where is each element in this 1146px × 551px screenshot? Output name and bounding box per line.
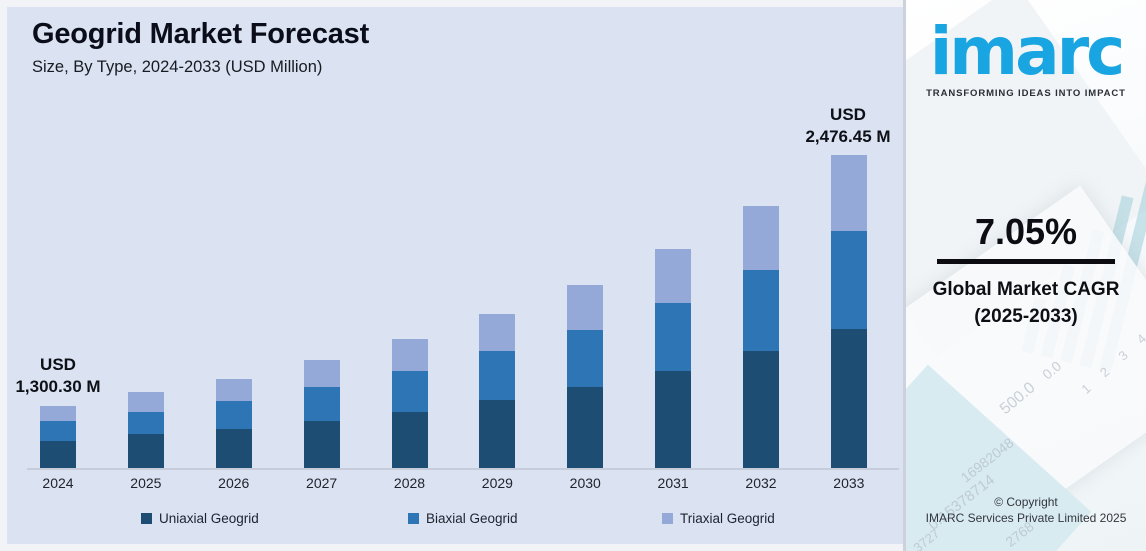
bar-column-2026 — [215, 379, 252, 469]
bar-segment — [40, 421, 76, 441]
bar-segment — [303, 387, 340, 421]
bar-segment — [479, 400, 516, 469]
bar-column-2027 — [303, 360, 340, 469]
bar-segment — [567, 285, 604, 330]
legend-swatch-icon — [662, 513, 673, 524]
cagr-label-line2: (2025-2033) — [974, 306, 1078, 327]
imarc-logo: imarc TRANSFORMING IDEAS INTO IMPACT — [906, 13, 1146, 100]
data-label-2033-value: 2,476.45 M — [805, 127, 891, 146]
bar-segment — [127, 412, 164, 434]
year-label-2029: 2029 — [481, 475, 513, 491]
bar-segment — [303, 360, 340, 387]
bar-segment — [127, 392, 164, 412]
imarc-logo-tagline: TRANSFORMING IDEAS INTO IMPACT — [926, 88, 1126, 99]
watermark-text: 0.0 — [1039, 357, 1065, 383]
cagr-value: 7.05% — [974, 211, 1078, 252]
year-label-2030: 2030 — [569, 475, 601, 491]
bar-column-2031 — [655, 249, 692, 469]
bar-segment — [830, 231, 867, 329]
bar-segment — [567, 387, 604, 469]
bar-segment — [830, 155, 867, 231]
bar-segment — [391, 339, 428, 371]
copyright-block: © Copyright IMARC Services Private Limit… — [906, 494, 1146, 526]
page-subtitle: Size, By Type, 2024-2033 (USD Million) — [32, 58, 323, 76]
year-label-2032: 2032 — [745, 475, 777, 491]
bar-column-2024 — [40, 406, 76, 469]
watermark-text: 500.0 — [996, 379, 1039, 418]
data-label-2024-value: 1,300.30 M — [15, 377, 101, 396]
bar-segment — [479, 314, 516, 351]
legend-item: Uniaxial Geogrid — [141, 511, 259, 526]
year-label-2031: 2031 — [657, 475, 689, 491]
bar-segment — [743, 351, 779, 469]
bar-segment — [391, 371, 428, 412]
data-label-2033-currency: USD — [830, 105, 866, 124]
x-axis-line — [27, 468, 899, 470]
bar-segment — [479, 351, 516, 400]
bar-segment — [655, 303, 692, 371]
brand-panel: 500.0 0.0 1 2 3 4 16982048 0.15378714 2768 372… — [903, 0, 1146, 551]
bar-segment — [655, 371, 692, 469]
year-label-2033: 2033 — [833, 475, 865, 491]
cagr-underline — [937, 259, 1115, 264]
data-label-2033: USD 2,476.45 M — [805, 104, 890, 148]
legend-swatch-icon — [141, 513, 152, 524]
bar-segment — [215, 429, 252, 469]
bar-segment — [567, 330, 604, 387]
bar-segment — [215, 401, 252, 429]
bar-column-2025 — [127, 392, 164, 469]
year-label-2026: 2026 — [218, 475, 250, 491]
legend-label: Uniaxial Geogrid — [159, 511, 259, 526]
copyright-line1: © Copyright — [994, 495, 1058, 509]
bar-column-2029 — [479, 314, 516, 469]
legend-swatch-icon — [408, 513, 419, 524]
year-label-2024: 2024 — [42, 475, 74, 491]
year-label-2028: 2028 — [393, 475, 426, 491]
bar-segment — [40, 441, 76, 469]
x-axis-labels: 2024 2025 2026 2027 2028 2029 2030 2031 2032 2033 — [40, 475, 867, 491]
stacked-bar-chart — [40, 139, 867, 469]
bar-segment — [391, 412, 428, 469]
data-label-2024: USD 1,300.30 M — [15, 354, 100, 398]
legend-item: Triaxial Geogrid — [662, 511, 775, 526]
bar-column-2033 — [830, 155, 867, 469]
bar-segment — [655, 249, 692, 303]
bar-column-2032 — [743, 206, 779, 469]
bar-column-2030 — [567, 285, 604, 469]
legend-item: Biaxial Geogrid — [408, 511, 518, 526]
chart-legend: Uniaxial Geogrid Biaxial Geogrid Triaxial … — [7, 511, 903, 535]
copyright-line2: IMARC Services Private Limited 2025 — [925, 511, 1127, 525]
year-label-2027: 2027 — [306, 475, 338, 491]
bar-segment — [127, 434, 164, 469]
legend-label: Biaxial Geogrid — [426, 511, 518, 526]
watermark-text: 1 2 3 4 — [1078, 326, 1146, 397]
bar-segment — [215, 379, 252, 401]
bar-segment — [303, 421, 340, 469]
bar-segment — [830, 329, 867, 469]
year-label-2025: 2025 — [130, 475, 162, 491]
page-title: Geogrid Market Forecast — [32, 18, 370, 50]
chart-panel: Geogrid Market Forecast Size, By Type, 2… — [7, 7, 903, 544]
bar-segment — [40, 406, 76, 421]
cagr-block: 7.05% Global Market CAGR (2025-2033) — [906, 212, 1146, 330]
data-label-2024-currency: USD — [40, 355, 76, 374]
cagr-label-line1: Global Market CAGR — [932, 279, 1120, 300]
bar-segment — [743, 206, 779, 270]
bar-segment — [743, 270, 779, 351]
imarc-logo-wordmark: imarc — [929, 13, 1126, 90]
bar-column-2028 — [391, 339, 428, 469]
legend-label: Triaxial Geogrid — [680, 511, 775, 526]
